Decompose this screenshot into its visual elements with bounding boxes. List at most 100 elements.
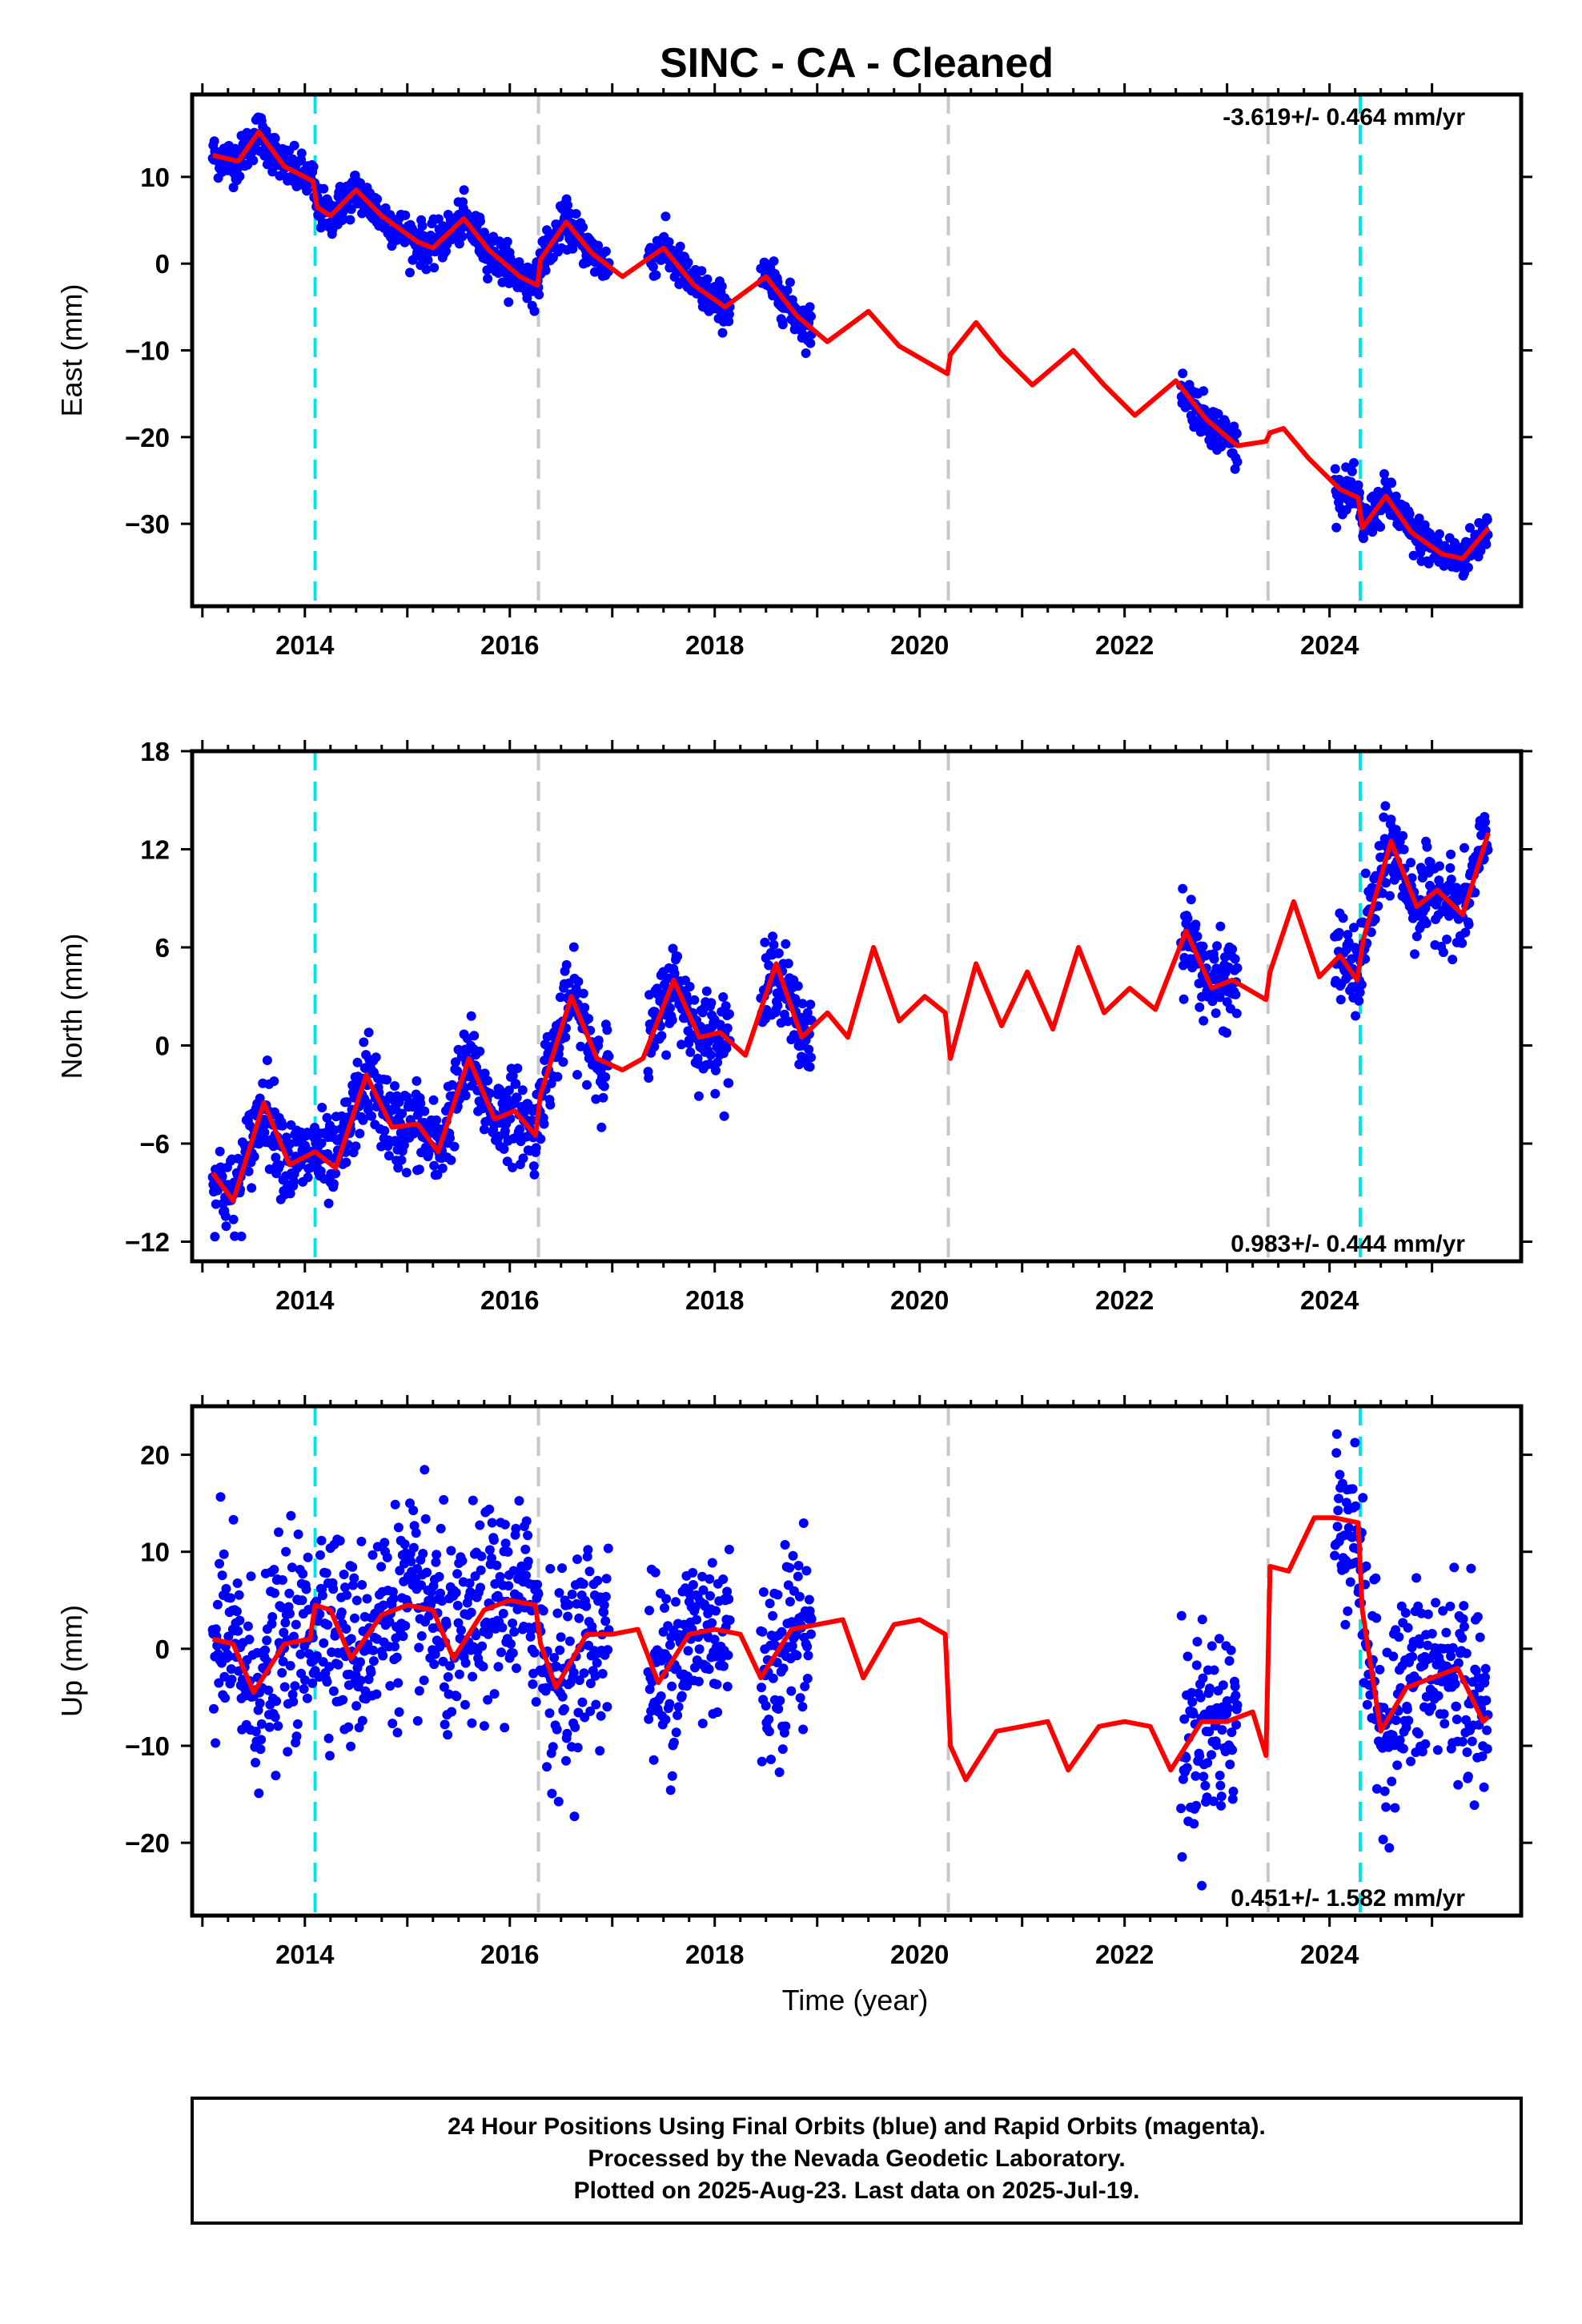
y-tick-label: 20 — [140, 1441, 170, 1470]
data-point — [724, 1009, 734, 1019]
y-tick-label: −10 — [125, 336, 170, 366]
data-point — [500, 1723, 510, 1733]
data-point — [420, 1514, 431, 1524]
data-point — [697, 1571, 708, 1582]
data-point — [704, 1664, 714, 1675]
data-point — [211, 1199, 221, 1209]
data-point — [585, 1679, 596, 1689]
data-point — [434, 1571, 444, 1582]
data-point — [1432, 1745, 1443, 1755]
data-point — [414, 1164, 424, 1175]
data-point — [338, 1695, 348, 1705]
data-point — [1356, 979, 1367, 990]
data-point — [1381, 1802, 1391, 1812]
data-point — [722, 1682, 733, 1691]
data-point — [1445, 1601, 1456, 1611]
data-point — [483, 1695, 493, 1705]
data-point — [439, 1682, 449, 1692]
data-point — [1375, 1664, 1385, 1675]
data-point — [1463, 562, 1473, 573]
data-point — [456, 1625, 466, 1635]
data-point — [765, 1598, 775, 1609]
data-point — [773, 948, 784, 959]
data-point — [441, 246, 451, 256]
data-point — [718, 1661, 729, 1671]
data-point — [215, 1492, 226, 1502]
data-point — [414, 1686, 424, 1696]
data-point — [580, 1003, 590, 1013]
data-point — [644, 1606, 654, 1615]
x-tick-label: 2018 — [685, 630, 744, 660]
data-point — [1371, 1783, 1382, 1794]
data-point — [303, 1172, 313, 1183]
data-point — [422, 1567, 432, 1578]
data-point — [604, 1051, 614, 1062]
data-point — [1480, 1672, 1490, 1683]
data-point — [1208, 1796, 1219, 1807]
data-point — [1477, 1751, 1488, 1762]
y-tick-label: 10 — [140, 163, 170, 192]
data-point — [1355, 987, 1365, 998]
data-point — [600, 1072, 611, 1082]
data-point — [274, 1527, 283, 1538]
data-point — [596, 1711, 606, 1721]
data-point — [568, 243, 578, 254]
data-point — [597, 1669, 608, 1679]
data-point — [1465, 523, 1475, 533]
data-point — [781, 1721, 791, 1731]
data-point — [483, 1076, 493, 1086]
data-point — [540, 265, 551, 275]
data-point — [357, 1580, 367, 1590]
data-point — [1347, 466, 1357, 476]
data-point — [1199, 1015, 1209, 1026]
data-point — [1226, 1645, 1236, 1655]
data-point — [460, 1658, 471, 1668]
data-point — [391, 1633, 401, 1643]
data-point — [1179, 1714, 1190, 1724]
data-point — [1439, 1719, 1450, 1729]
data-point — [285, 1609, 295, 1618]
data-point — [1421, 919, 1431, 928]
data-point — [521, 1570, 531, 1581]
data-point — [725, 1615, 735, 1626]
data-point — [577, 1697, 588, 1707]
data-point — [271, 1771, 281, 1781]
data-point — [460, 1699, 470, 1710]
data-point — [254, 1788, 264, 1799]
data-point — [665, 1785, 676, 1795]
data-point — [713, 1707, 723, 1717]
data-point — [233, 1626, 243, 1636]
data-point — [475, 1520, 485, 1530]
data-point — [355, 1128, 365, 1139]
data-point — [578, 988, 588, 999]
data-point — [1224, 1656, 1235, 1666]
data-point — [246, 1571, 256, 1582]
data-point — [1195, 1692, 1206, 1703]
data-point — [416, 1098, 426, 1108]
data-point — [1423, 1609, 1433, 1619]
data-point — [346, 1634, 356, 1644]
data-point — [416, 1630, 427, 1641]
data-point — [1218, 1680, 1228, 1691]
data-point — [1379, 1786, 1390, 1796]
data-point — [1387, 1730, 1398, 1740]
data-point — [660, 1602, 669, 1613]
data-point — [555, 1645, 565, 1655]
data-point — [793, 1561, 804, 1570]
data-point — [1192, 931, 1203, 942]
data-point — [777, 1744, 788, 1755]
data-point — [336, 1607, 347, 1618]
data-point — [532, 1579, 543, 1590]
data-point — [1447, 1642, 1458, 1653]
data-point — [578, 222, 588, 232]
data-point — [697, 1719, 708, 1729]
data-point — [664, 237, 674, 247]
data-point — [428, 1095, 439, 1105]
data-point — [232, 1578, 243, 1588]
data-point — [220, 1693, 231, 1703]
data-point — [1446, 875, 1456, 885]
y-axis-label: Up (mm) — [55, 1605, 88, 1717]
data-point — [706, 998, 717, 1008]
data-point — [460, 1091, 471, 1100]
data-point — [1453, 1779, 1464, 1790]
